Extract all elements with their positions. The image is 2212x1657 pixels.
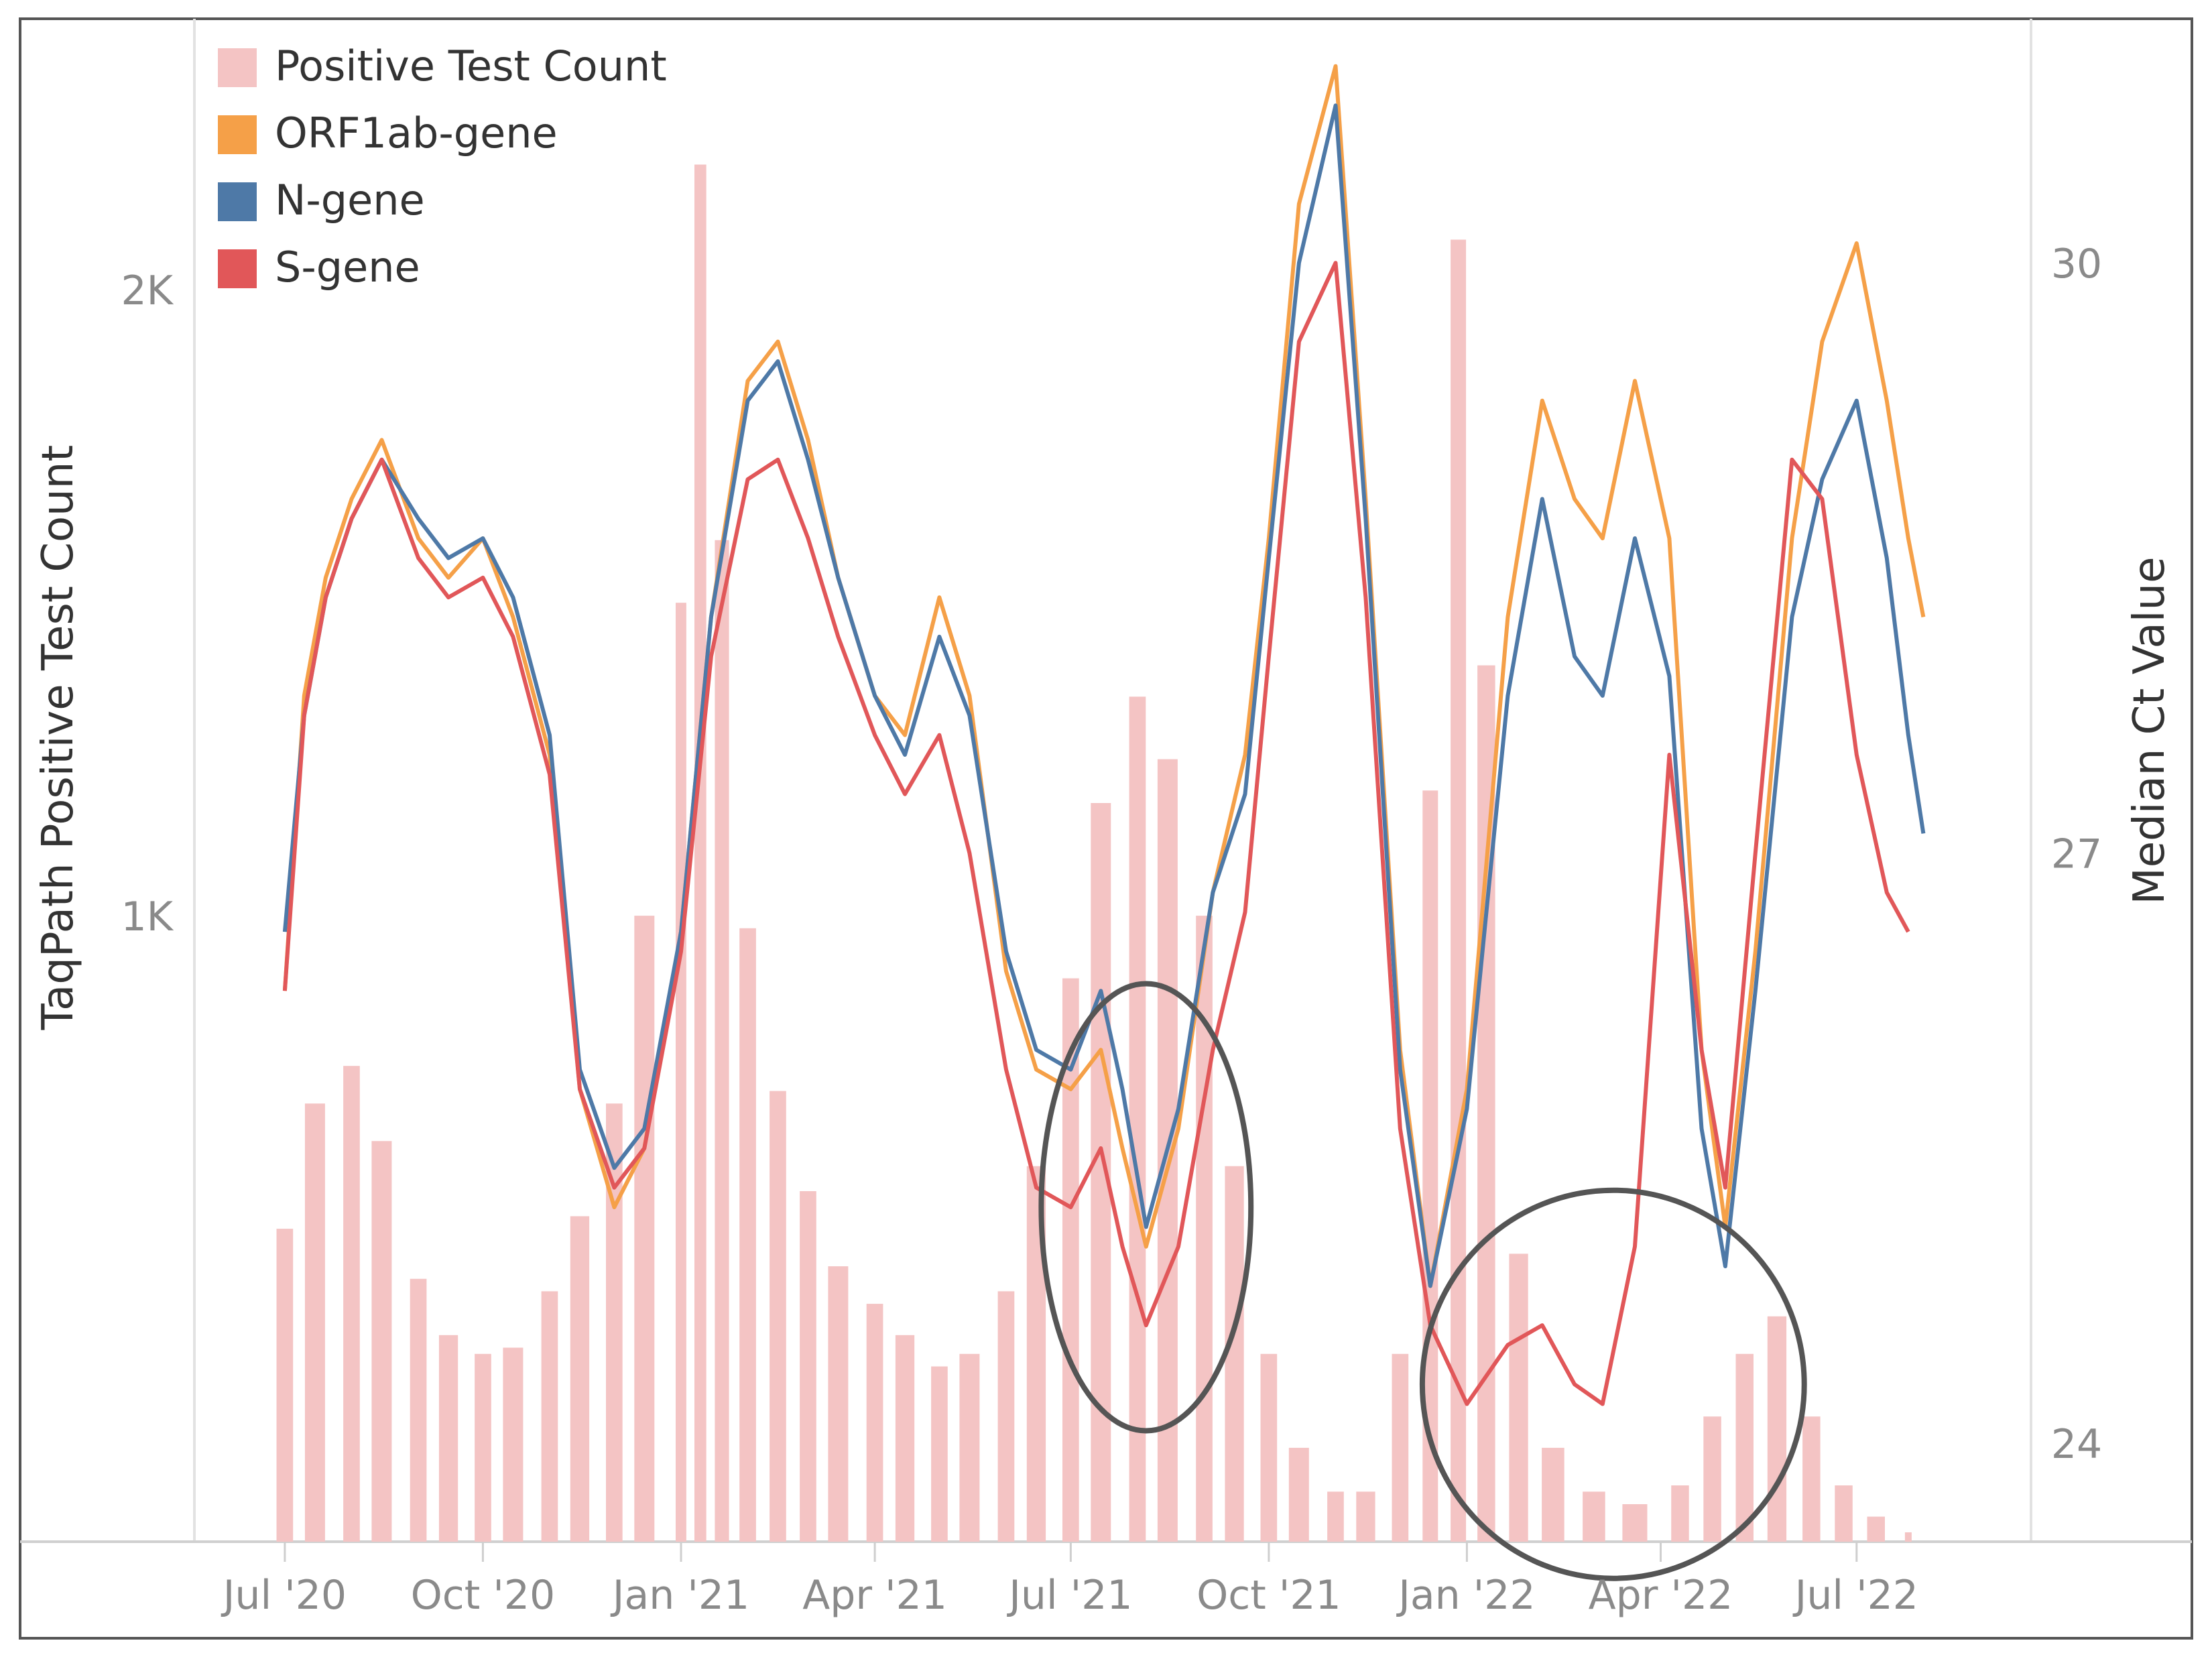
orf1ab-gene-line bbox=[282, 64, 1926, 1288]
bars-layer bbox=[276, 164, 1912, 1542]
legend-swatch bbox=[218, 115, 257, 154]
x-tick-label: Jul '20 bbox=[221, 1572, 347, 1619]
left-y-tick-label: 1K bbox=[121, 894, 174, 940]
positive-test-bar bbox=[895, 1335, 915, 1542]
legend: Positive Test Count ORF1ab-gene N-gene S-ge… bbox=[218, 42, 667, 292]
s-gene-line bbox=[282, 261, 1910, 1406]
legend-label: N-gene bbox=[275, 176, 425, 225]
left-axis-ticks: 1K 2K bbox=[121, 267, 174, 940]
legend-swatch bbox=[218, 48, 257, 87]
legend-label: Positive Test Count bbox=[275, 42, 667, 90]
positive-test-bar bbox=[1583, 1491, 1605, 1542]
x-tick-label: Oct '21 bbox=[1196, 1572, 1341, 1619]
x-axis-ticks: Jul '20 Oct '20 Jan '21 Apr '21 Jul '21 Oct '… bbox=[221, 1542, 1918, 1619]
positive-test-bar bbox=[1867, 1516, 1885, 1542]
positive-test-bar bbox=[1904, 1532, 1912, 1542]
left-y-tick-label: 2K bbox=[121, 267, 174, 314]
positive-test-bar bbox=[1767, 1316, 1787, 1542]
x-tick-label: Jul '21 bbox=[1006, 1572, 1132, 1619]
lines-layer bbox=[282, 64, 1926, 1406]
positive-test-bar bbox=[1509, 1253, 1528, 1542]
positive-test-bar bbox=[475, 1353, 491, 1542]
positive-test-bar bbox=[1129, 696, 1146, 1542]
annotation-ellipse bbox=[1038, 981, 1254, 1434]
left-axis-title: TaqPath Positive Test Count bbox=[34, 445, 83, 1031]
positive-test-bar bbox=[276, 1229, 294, 1542]
positive-test-bar bbox=[676, 603, 686, 1542]
positive-test-bar bbox=[715, 540, 729, 1542]
positive-test-bar bbox=[503, 1347, 524, 1542]
x-tick-label: Jan '22 bbox=[1396, 1572, 1535, 1619]
positive-test-bar bbox=[1288, 1447, 1309, 1542]
legend-swatch bbox=[218, 249, 257, 288]
positive-test-bar bbox=[1735, 1353, 1754, 1542]
legend-label: ORF1ab-gene bbox=[275, 109, 558, 158]
positive-test-bar bbox=[1451, 239, 1467, 1542]
n-gene-line bbox=[282, 103, 1926, 1288]
positive-test-bar bbox=[828, 1266, 849, 1542]
positive-test-bar bbox=[770, 1091, 786, 1542]
x-tick-label: Apr '21 bbox=[802, 1572, 947, 1619]
positive-test-bar bbox=[1327, 1491, 1344, 1542]
legend-swatch bbox=[218, 182, 257, 221]
positive-test-bar bbox=[866, 1304, 883, 1542]
positive-test-bar bbox=[541, 1291, 558, 1542]
positive-test-bar bbox=[1542, 1447, 1564, 1542]
x-tick-label: Oct '20 bbox=[411, 1572, 556, 1619]
positive-test-bar bbox=[1260, 1353, 1278, 1542]
right-axis-ticks: 24 27 30 bbox=[2051, 241, 2102, 1468]
positive-test-bar bbox=[1835, 1485, 1853, 1542]
positive-test-bar bbox=[634, 916, 655, 1542]
positive-test-bar bbox=[343, 1066, 360, 1542]
right-y-tick-label: 24 bbox=[2051, 1421, 2102, 1468]
right-axis-title: Median Ct Value bbox=[2125, 557, 2174, 905]
positive-test-bar bbox=[1392, 1353, 1409, 1542]
right-y-tick-label: 30 bbox=[2051, 241, 2102, 288]
positive-test-bar bbox=[1622, 1504, 1648, 1542]
positive-test-bar bbox=[931, 1366, 948, 1542]
annotation-layer bbox=[1038, 981, 1807, 1581]
x-tick-label: Jul '22 bbox=[1792, 1572, 1918, 1619]
right-y-tick-label: 27 bbox=[2051, 831, 2102, 878]
positive-test-bar bbox=[1802, 1416, 1821, 1542]
positive-test-bar bbox=[410, 1278, 427, 1542]
legend-label: S-gene bbox=[275, 243, 420, 292]
positive-test-bar bbox=[1703, 1416, 1721, 1542]
x-tick-label: Apr '22 bbox=[1589, 1572, 1733, 1619]
positive-test-bar bbox=[959, 1353, 980, 1542]
annotation-ellipse bbox=[1419, 1187, 1807, 1581]
positive-test-bar bbox=[800, 1191, 816, 1542]
positive-test-bar bbox=[304, 1103, 325, 1542]
positive-test-bar bbox=[997, 1291, 1015, 1542]
x-tick-label: Jan '21 bbox=[610, 1572, 749, 1619]
positive-test-bar bbox=[1356, 1491, 1375, 1542]
positive-test-bar bbox=[694, 164, 706, 1542]
positive-test-bar bbox=[371, 1141, 392, 1542]
positive-test-bar bbox=[739, 928, 756, 1542]
positive-test-bar bbox=[1671, 1485, 1689, 1542]
positive-test-bar bbox=[438, 1335, 458, 1542]
positive-test-bar bbox=[570, 1216, 590, 1542]
